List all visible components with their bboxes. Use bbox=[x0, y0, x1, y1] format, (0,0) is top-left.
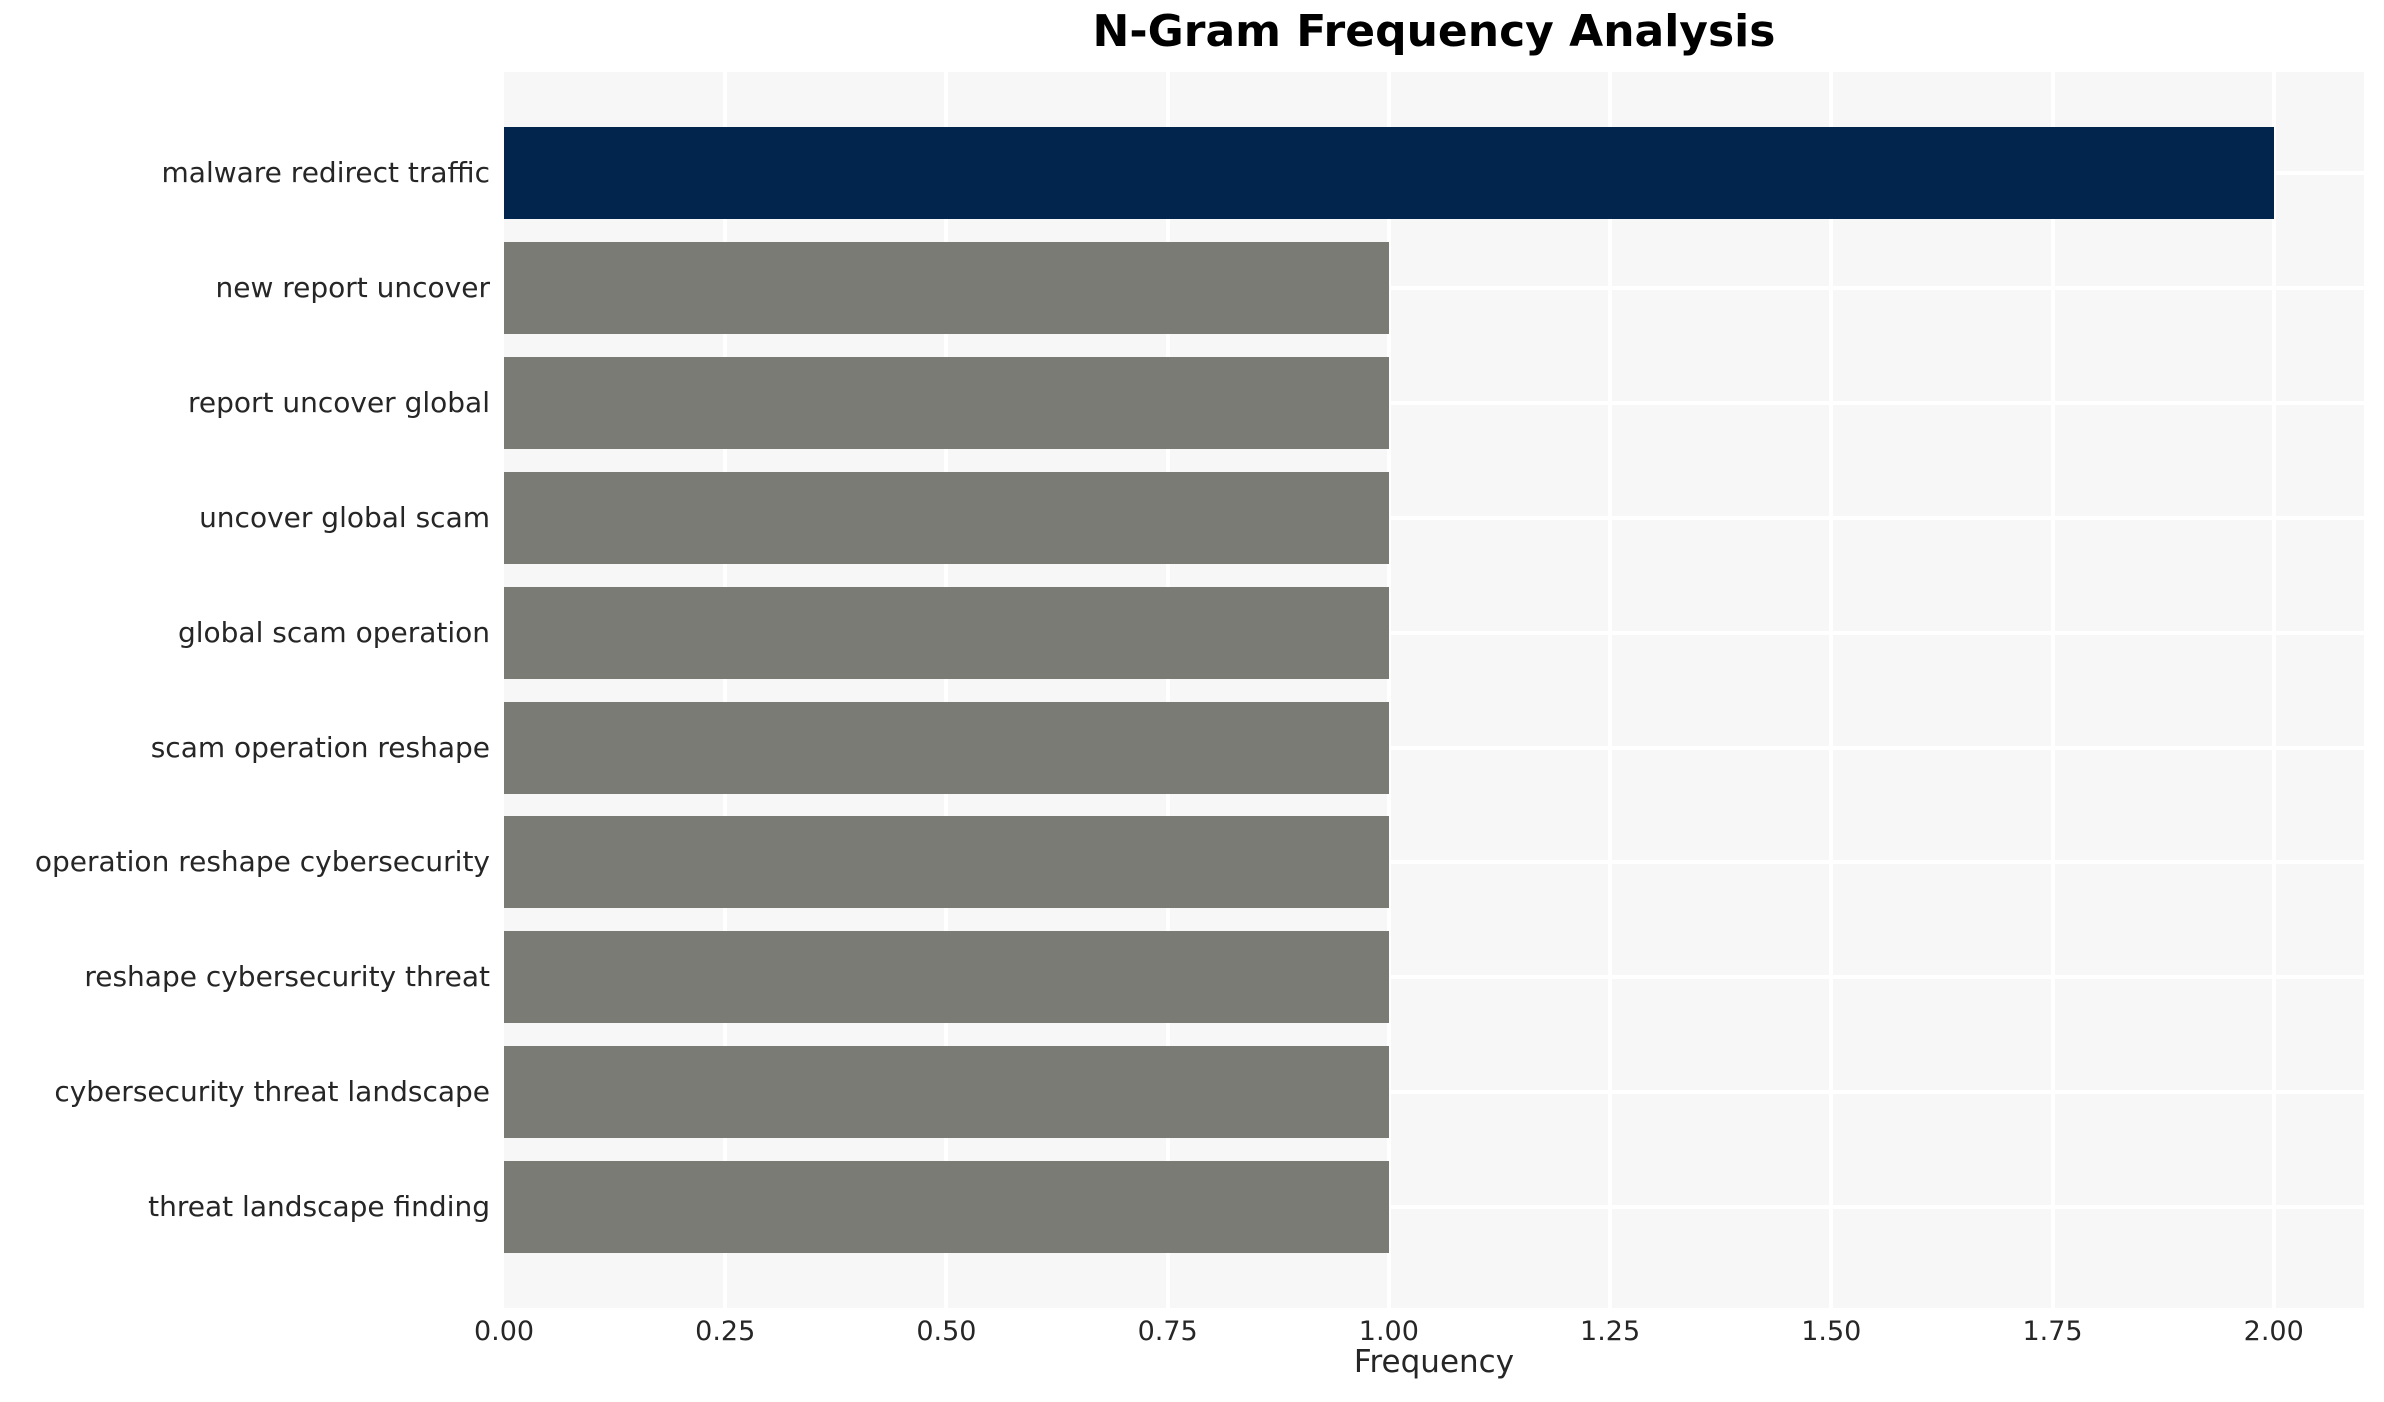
y-tick-label: uncover global scam bbox=[199, 500, 490, 534]
gridline-horizontal bbox=[504, 630, 2364, 635]
y-tick-label: operation reshape cybersecurity bbox=[34, 845, 490, 879]
plot-area bbox=[504, 72, 2364, 1308]
gridline-horizontal bbox=[504, 860, 2364, 865]
gridline-horizontal bbox=[504, 515, 2364, 520]
bar-new-report-uncover bbox=[504, 241, 1389, 334]
y-tick-label: new report uncover bbox=[215, 270, 490, 304]
bar-operation-reshape-cybersecurity bbox=[504, 816, 1389, 909]
y-tick-label: threat landscape finding bbox=[148, 1190, 490, 1224]
gridline-horizontal bbox=[504, 745, 2364, 750]
x-tick-label: 0.75 bbox=[1137, 1316, 1198, 1347]
bar-cybersecurity-threat-landscape bbox=[504, 1046, 1389, 1139]
gridline-vertical bbox=[1165, 72, 1170, 1308]
x-tick-label: 0.00 bbox=[473, 1316, 535, 1347]
y-tick-label: global scam operation bbox=[177, 615, 490, 649]
bar-global-scam-operation bbox=[504, 586, 1389, 679]
gridline-horizontal bbox=[504, 285, 2364, 290]
y-tick-label: cybersecurity threat landscape bbox=[54, 1075, 490, 1109]
x-tick-label: 1.75 bbox=[2022, 1316, 2083, 1347]
y-tick-label: malware redirect traffic bbox=[161, 156, 490, 189]
bar-reshape-cybersecurity-threat bbox=[504, 931, 1389, 1024]
gridline-vertical bbox=[1829, 72, 1834, 1308]
bar-uncover-global-scam bbox=[504, 471, 1389, 564]
x-tick-label: 2.00 bbox=[2243, 1316, 2304, 1347]
bar-threat-landscape-finding bbox=[504, 1161, 1389, 1254]
y-tick-label: report uncover global bbox=[187, 385, 490, 419]
x-tick-label: 0.50 bbox=[916, 1316, 977, 1347]
bar-malware-redirect-traffic bbox=[504, 127, 2274, 219]
chart-title: N-Gram Frequency Analysis bbox=[1092, 6, 1776, 57]
gridline-horizontal bbox=[504, 400, 2364, 405]
x-tick-label: 1.50 bbox=[1801, 1316, 1862, 1347]
x-tick-label: 0.25 bbox=[695, 1316, 756, 1347]
gridline-vertical bbox=[2271, 72, 2276, 1308]
gridline-horizontal bbox=[504, 1090, 2364, 1095]
gridline-horizontal bbox=[504, 975, 2364, 980]
gridline-horizontal bbox=[504, 1205, 2364, 1210]
x-axis-label: Frequency bbox=[1353, 1344, 1515, 1380]
x-tick-label: 1.25 bbox=[1580, 1316, 1641, 1347]
gridline-vertical bbox=[1608, 72, 1613, 1308]
gridline-vertical bbox=[2050, 72, 2055, 1308]
bar-report-uncover-global bbox=[504, 356, 1389, 449]
bar-scam-operation-reshape bbox=[504, 701, 1389, 794]
y-tick-label: scam operation reshape bbox=[150, 730, 490, 764]
gridline-vertical bbox=[944, 72, 949, 1308]
x-tick-label: 1.00 bbox=[1358, 1316, 1419, 1347]
y-tick-label: reshape cybersecurity threat bbox=[84, 960, 490, 994]
gridline-vertical bbox=[1386, 72, 1391, 1308]
gridline-vertical bbox=[723, 72, 728, 1308]
